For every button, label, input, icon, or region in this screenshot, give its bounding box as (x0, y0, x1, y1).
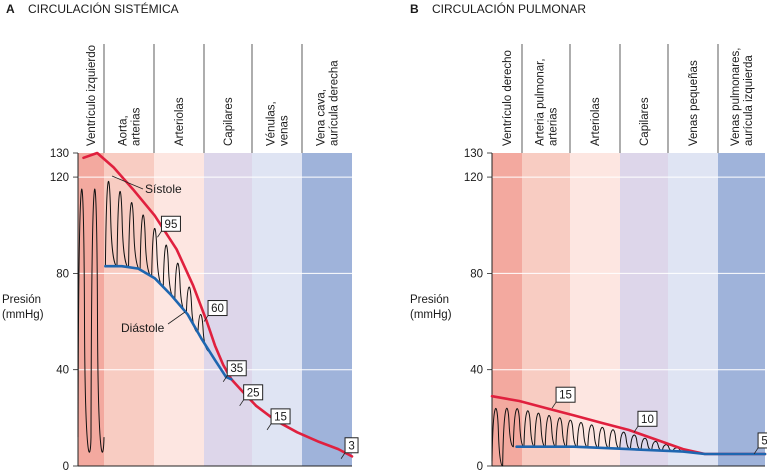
y-axis-label: Presión (2, 294, 41, 306)
y-tick-label: 120 (464, 172, 483, 184)
y-tick-label: 130 (50, 148, 69, 160)
region-label: arterias (131, 107, 143, 146)
annotation-label: 15 (274, 411, 287, 423)
panel-b-pulmonary: B CIRCULACIÓN PULMONAR Ventrículo derecho A… (410, 1, 767, 472)
panel-letter: A (6, 2, 15, 16)
annotation-label: 60 (211, 303, 224, 315)
region-label: Vénulas, (266, 101, 278, 146)
diastole-label: Diástole (121, 321, 165, 335)
annotation-leader (551, 401, 557, 409)
annotation-leader (239, 399, 244, 407)
annotation-leader (753, 447, 759, 455)
region-label: aurícula izquierda (743, 55, 755, 146)
annotation-label: 10 (641, 414, 654, 426)
annotation-leader (203, 315, 209, 322)
annotation-leader (340, 452, 346, 459)
region-band (154, 153, 204, 466)
y-axis-label: Presión (410, 294, 449, 306)
region-band (570, 153, 620, 466)
annotation-label: 35 (230, 363, 243, 375)
systolic-curve (82, 151, 354, 458)
region-label: venas (279, 115, 291, 146)
annotation-leader (633, 426, 639, 433)
annotation-label: 25 (247, 387, 260, 399)
region-label: Arteria pulmonar, (535, 58, 547, 146)
annotation-box (757, 432, 767, 449)
annotation-box (344, 437, 359, 454)
diastole-leader (167, 311, 186, 325)
systole-label: Sístole (145, 182, 182, 196)
annotation-box (160, 215, 181, 232)
region-label: Ventrículo derecho (502, 50, 514, 146)
region-band (492, 153, 522, 466)
region-label: Venas pulmonares, (730, 48, 742, 146)
diastolic-curve (104, 264, 233, 381)
region-label: Arteriolas (590, 97, 602, 146)
region-label: Capilares (639, 97, 651, 146)
annotation-box (207, 300, 228, 317)
region-label: Vena cava, (316, 89, 328, 146)
region-label: Capilares (223, 97, 235, 146)
annotation-box (555, 386, 576, 403)
y-tick-label: 80 (470, 268, 483, 280)
region-label: arterias (548, 107, 560, 146)
region-band (522, 153, 570, 466)
panel-letter: B (410, 2, 419, 16)
annotation-box (226, 360, 247, 377)
diastolic-curve (515, 445, 767, 456)
pressure-oscillation-trace (77, 181, 210, 453)
y-tick-label: 0 (63, 461, 69, 472)
annotation-leader (266, 423, 272, 431)
panel-a-systemic: A CIRCULACIÓN SISTÉMICA Ventrículo izquier… (2, 1, 359, 472)
annotation-box (270, 408, 291, 425)
region-band (302, 153, 352, 466)
y-tick-label: 130 (464, 148, 483, 160)
annotation-leader (157, 231, 162, 238)
region-band (104, 153, 154, 466)
panel-title: CIRCULACIÓN PULMONAR (432, 1, 586, 16)
annotation-leader (222, 375, 228, 382)
region-label: Aorta, (118, 115, 130, 146)
annotation-box (243, 384, 264, 401)
region-band (668, 153, 718, 466)
y-tick-label: 40 (56, 365, 69, 377)
region-label: Venas pequeñas (688, 60, 700, 146)
y-tick-label: 80 (56, 268, 69, 280)
region-label: Ventrículo izquierdo (86, 45, 98, 146)
y-axis-label: (mmHg) (2, 309, 44, 321)
y-tick-label: 0 (477, 461, 483, 472)
region-label: aurícula derecha (329, 60, 341, 146)
annotation-label: 3 (348, 440, 354, 452)
y-tick-label: 120 (50, 172, 69, 184)
annotation-label: 5 (761, 435, 767, 447)
annotation-box (637, 410, 658, 427)
systole-leader (111, 175, 144, 190)
panel-title: CIRCULACIÓN SISTÉMICA (28, 1, 179, 16)
region-label: Arteriolas (174, 97, 186, 146)
y-tick-label: 40 (470, 365, 483, 377)
y-axis-label: (mmHg) (410, 309, 452, 321)
annotation-label: 15 (559, 390, 572, 402)
annotation-label: 95 (165, 219, 178, 231)
region-band (718, 153, 765, 466)
